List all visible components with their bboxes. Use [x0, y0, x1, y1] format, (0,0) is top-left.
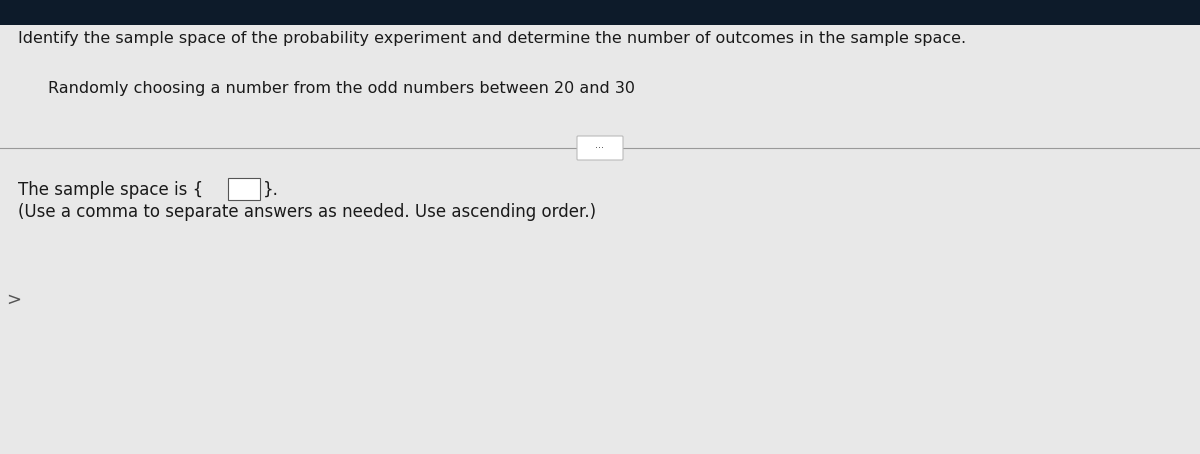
Text: }.: }.: [263, 181, 278, 199]
Text: >: >: [6, 291, 22, 309]
Bar: [228, 178, 260, 200]
Text: Randomly choosing a number from the odd numbers between 20 and 30: Randomly choosing a number from the odd …: [48, 80, 635, 95]
FancyBboxPatch shape: [577, 136, 623, 160]
Text: ···: ···: [595, 143, 605, 153]
Text: Identify the sample space of the probability experiment and determine the number: Identify the sample space of the probabi…: [18, 30, 966, 45]
Text: The sample space is {: The sample space is {: [18, 181, 203, 199]
Text: (Use a comma to separate answers as needed. Use ascending order.): (Use a comma to separate answers as need…: [18, 203, 596, 221]
Bar: [0, 0, 1200, 25]
